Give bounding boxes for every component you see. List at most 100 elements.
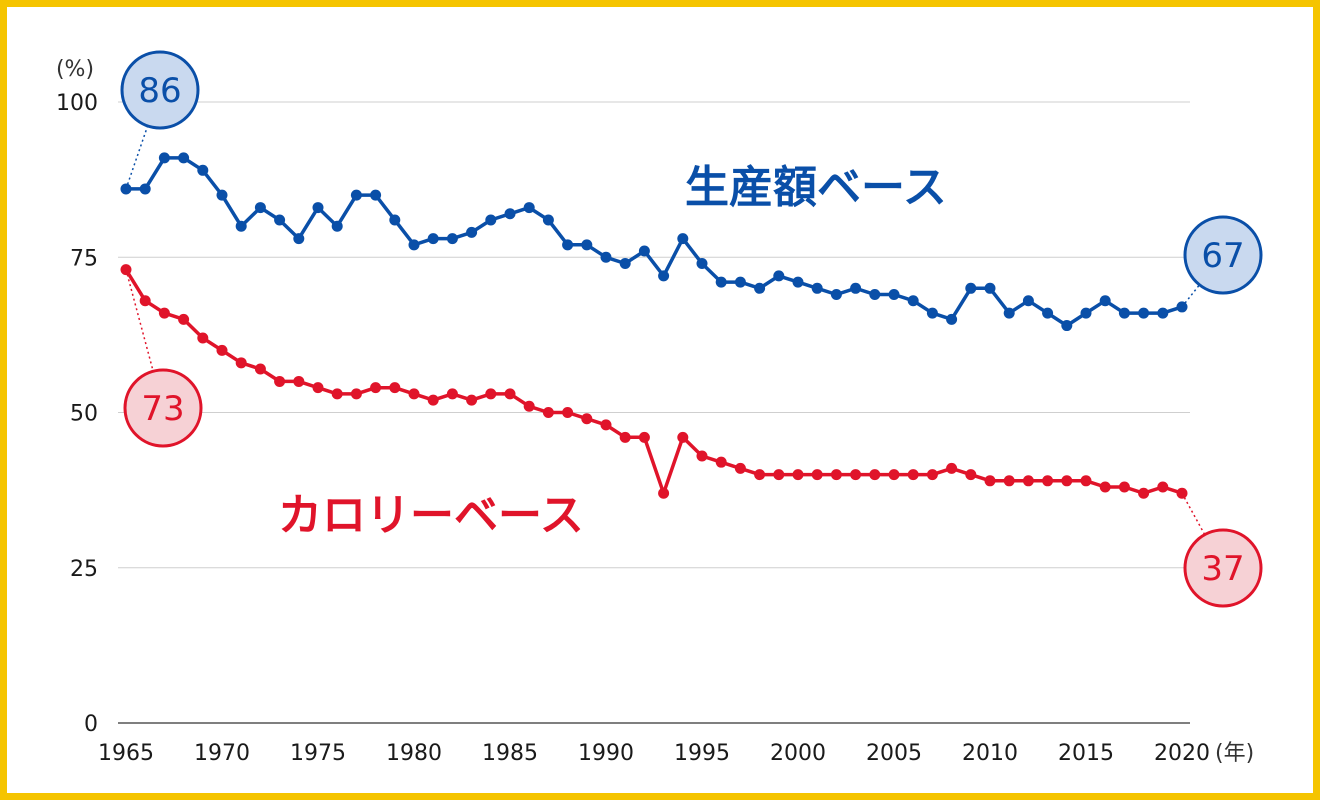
data-point-0-1999 xyxy=(773,270,785,282)
data-point-0-1979 xyxy=(389,214,401,226)
callout-leader-start-0 xyxy=(125,125,149,190)
data-point-0-1971 xyxy=(235,220,247,232)
callout-leader-start-1 xyxy=(125,269,154,372)
data-point-1-1991 xyxy=(619,431,631,443)
data-point-0-1976 xyxy=(331,220,343,232)
x-tick-label-1980: 1980 xyxy=(386,741,442,766)
data-point-1-1980 xyxy=(408,388,420,400)
data-point-1-1983 xyxy=(466,394,478,406)
data-point-0-2003 xyxy=(850,282,862,294)
data-point-1-1968 xyxy=(178,313,190,325)
data-point-0-1998 xyxy=(754,282,766,294)
data-point-0-1977 xyxy=(350,189,362,201)
data-point-0-1981 xyxy=(427,233,439,245)
y-tick-label-50: 50 xyxy=(70,402,98,427)
data-point-1-2001 xyxy=(811,469,823,481)
data-point-1-1993 xyxy=(658,487,670,499)
data-point-0-2011 xyxy=(1003,307,1015,319)
data-point-0-1995 xyxy=(696,257,708,269)
data-point-1-1986 xyxy=(523,400,535,412)
grid-layer xyxy=(118,101,1190,724)
data-point-0-1966 xyxy=(139,183,151,195)
callout-bubble-end-1 xyxy=(1183,528,1263,608)
data-point-0-2013 xyxy=(1042,307,1054,319)
data-point-0-1991 xyxy=(619,257,631,269)
data-point-1-1981 xyxy=(427,394,439,406)
data-point-1-2004 xyxy=(869,469,881,481)
y-tick-label-100: 100 xyxy=(56,91,98,116)
data-point-0-1992 xyxy=(638,245,650,257)
data-point-1-2003 xyxy=(850,469,862,481)
data-point-0-1996 xyxy=(715,276,727,288)
data-point-0-1987 xyxy=(542,214,554,226)
data-point-1-2010 xyxy=(984,475,996,487)
data-point-0-1993 xyxy=(658,270,670,282)
callout-bubble-start-1 xyxy=(123,368,203,448)
axis-layer: 0 25 50 75 100 1965 1970 1975 1980 1985 1990 1995 20… xyxy=(56,57,1254,766)
x-tick-label-2010: 2010 xyxy=(962,741,1018,766)
x-unit-label: (年) xyxy=(1215,741,1254,766)
data-point-1-1976 xyxy=(331,388,343,400)
data-point-0-1972 xyxy=(254,202,266,214)
data-point-0-2008 xyxy=(946,313,958,325)
data-point-0-2019 xyxy=(1157,307,1169,319)
data-point-1-1992 xyxy=(638,431,650,443)
data-point-1-1972 xyxy=(254,363,266,375)
data-point-0-1985 xyxy=(504,208,516,220)
data-point-1-1971 xyxy=(235,357,247,369)
data-point-1-1975 xyxy=(312,382,324,394)
data-point-1-1979 xyxy=(389,382,401,394)
data-point-1-1967 xyxy=(158,307,170,319)
data-point-0-1968 xyxy=(178,152,190,164)
data-point-0-1984 xyxy=(485,214,497,226)
data-point-0-1982 xyxy=(446,233,458,245)
data-point-1-2013 xyxy=(1042,475,1054,487)
x-tick-label-1995: 1995 xyxy=(674,741,730,766)
data-point-1-2015 xyxy=(1080,475,1092,487)
data-point-0-1994 xyxy=(677,233,689,245)
x-tick-label-1985: 1985 xyxy=(482,741,538,766)
data-point-0-2012 xyxy=(1022,295,1034,307)
y-unit-label: (%) xyxy=(56,57,94,82)
data-point-1-1994 xyxy=(677,431,689,443)
data-point-1-1970 xyxy=(216,344,228,356)
data-point-0-2017 xyxy=(1118,307,1130,319)
data-point-1-1966 xyxy=(139,295,151,307)
data-point-0-1986 xyxy=(523,202,535,214)
callout-value-start-1: 73 xyxy=(141,389,184,429)
data-point-0-1989 xyxy=(581,239,593,251)
data-point-0-2016 xyxy=(1099,295,1111,307)
series-name-label-1: カロリーベース xyxy=(278,490,584,541)
data-point-1-2017 xyxy=(1118,481,1130,493)
callout-value-start-0: 86 xyxy=(138,71,181,111)
data-point-0-1974 xyxy=(293,233,305,245)
data-point-1-2000 xyxy=(792,469,804,481)
data-point-1-2005 xyxy=(888,469,900,481)
data-point-0-1969 xyxy=(197,164,209,176)
data-point-0-1983 xyxy=(466,226,478,238)
data-point-1-2011 xyxy=(1003,475,1015,487)
x-tick-label-2000: 2000 xyxy=(770,741,826,766)
data-point-1-1999 xyxy=(773,469,785,481)
data-point-1-1988 xyxy=(562,407,574,418)
data-point-0-1990 xyxy=(600,251,612,263)
data-point-0-2002 xyxy=(830,289,842,301)
series-layer xyxy=(120,152,1188,499)
data-point-1-1985 xyxy=(504,388,516,400)
data-point-1-1973 xyxy=(274,375,286,387)
data-point-1-1990 xyxy=(600,419,612,431)
data-point-0-1997 xyxy=(734,276,746,288)
data-point-0-1973 xyxy=(274,214,286,226)
callout-bubble-end-0 xyxy=(1183,215,1263,295)
data-point-1-2012 xyxy=(1022,475,1034,487)
data-point-0-1975 xyxy=(312,202,324,214)
data-point-1-2014 xyxy=(1061,475,1073,487)
callout-bubble-start-0 xyxy=(120,50,200,130)
data-point-0-2004 xyxy=(869,289,881,301)
data-point-0-1970 xyxy=(216,189,228,201)
data-point-1-1998 xyxy=(754,469,766,481)
data-point-0-2000 xyxy=(792,276,804,288)
